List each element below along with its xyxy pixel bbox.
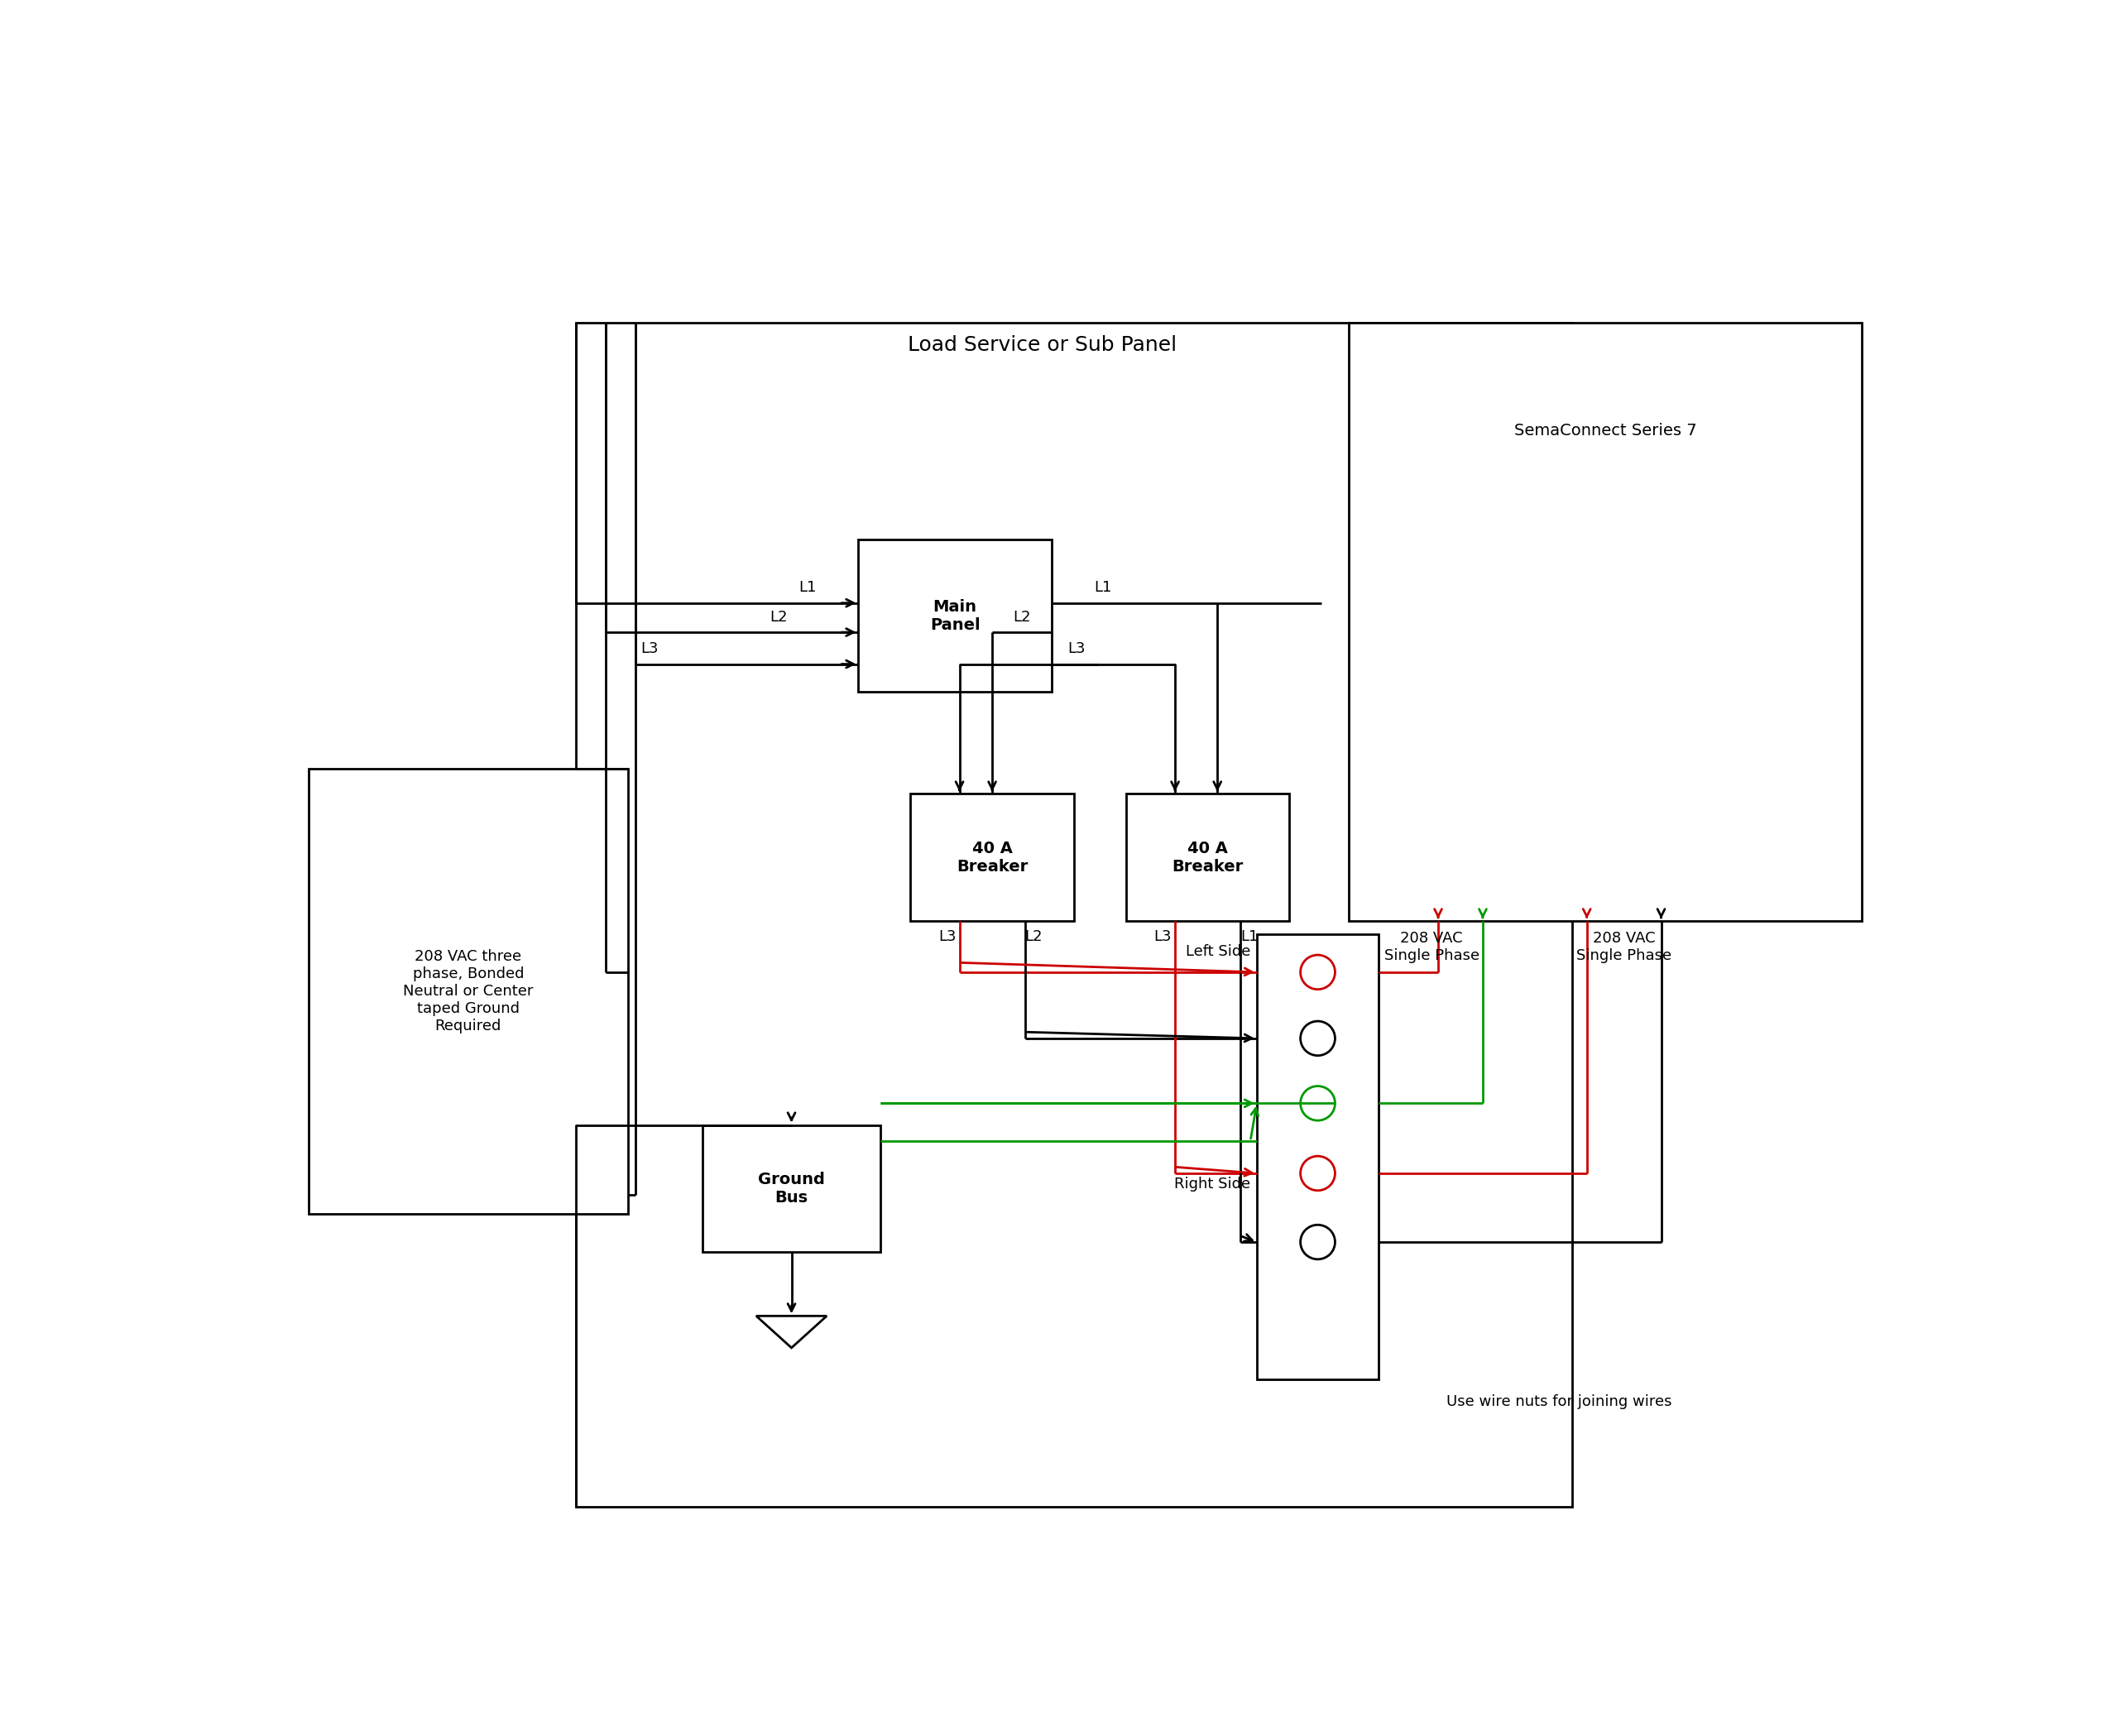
Text: 40 A
Breaker: 40 A Breaker	[956, 840, 1028, 875]
Bar	[859, 540, 1051, 693]
Text: Main
Panel: Main Panel	[931, 599, 981, 632]
Bar	[1127, 793, 1289, 922]
Text: L2: L2	[1013, 609, 1032, 625]
Text: 208 VAC three
phase, Bonded
Neutral or Center
taped Ground
Required: 208 VAC three phase, Bonded Neutral or C…	[403, 950, 534, 1033]
Text: L1: L1	[800, 580, 817, 595]
Text: 208 VAC
Single Phase: 208 VAC Single Phase	[1384, 930, 1479, 963]
Circle shape	[1300, 955, 1336, 990]
Text: L1: L1	[1241, 929, 1258, 944]
Bar	[308, 769, 629, 1213]
Bar	[703, 1125, 880, 1252]
Text: Right Side: Right Side	[1173, 1177, 1251, 1191]
Bar	[909, 793, 1074, 922]
Bar	[576, 323, 1572, 1507]
Text: Ground
Bus: Ground Bus	[757, 1172, 825, 1205]
Text: L1: L1	[1095, 580, 1112, 595]
Text: L2: L2	[770, 609, 787, 625]
Circle shape	[1300, 1021, 1336, 1055]
Text: L2: L2	[1025, 929, 1042, 944]
Bar	[1258, 934, 1378, 1380]
Circle shape	[1300, 1087, 1336, 1120]
Text: 208 VAC
Single Phase: 208 VAC Single Phase	[1576, 930, 1671, 963]
Text: L3: L3	[641, 642, 658, 656]
Circle shape	[1300, 1156, 1336, 1191]
Circle shape	[1300, 1226, 1336, 1259]
Text: L3: L3	[939, 929, 956, 944]
Text: Load Service or Sub Panel: Load Service or Sub Panel	[907, 335, 1177, 356]
Text: L3: L3	[1068, 642, 1085, 656]
Text: 40 A
Breaker: 40 A Breaker	[1171, 840, 1243, 875]
Text: SemaConnect Series 7: SemaConnect Series 7	[1515, 424, 1696, 439]
Text: Left Side: Left Side	[1186, 944, 1251, 960]
Text: L3: L3	[1154, 929, 1171, 944]
Text: Use wire nuts for joining wires: Use wire nuts for joining wires	[1447, 1394, 1671, 1410]
Bar	[1348, 323, 1861, 922]
